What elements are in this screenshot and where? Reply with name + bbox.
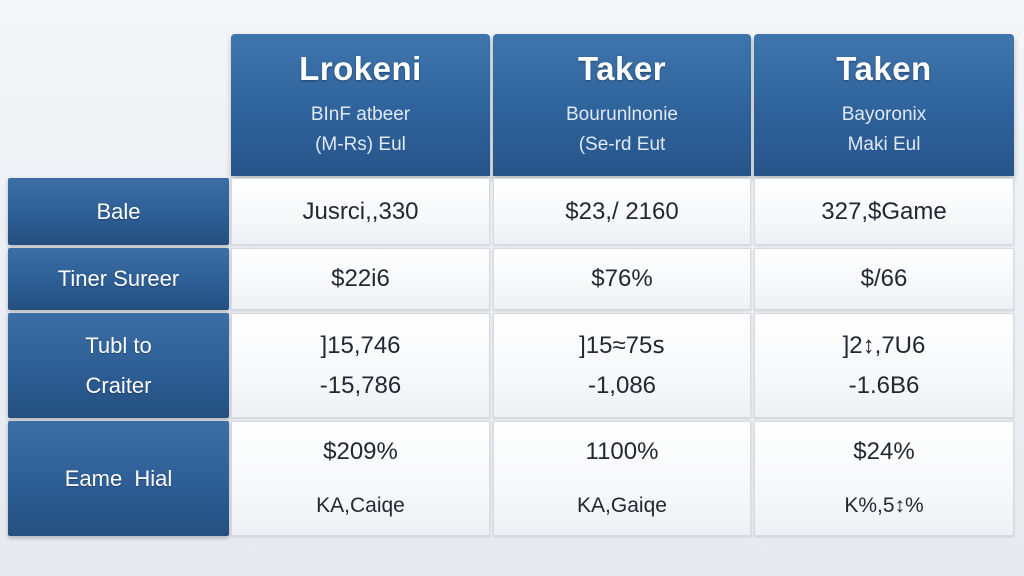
row-label: Tiner Sureer (8, 248, 229, 310)
table-cell: $22i6 (231, 248, 490, 310)
cell-value: ]15≈75ꜱ (579, 331, 665, 359)
column-subtitle: (M-Rs) Eul (315, 134, 406, 155)
table-cell: 327,$Game (754, 178, 1014, 245)
cell-value: -1.6B6 (848, 371, 920, 399)
cell-value: $209% (323, 437, 398, 465)
column-title: Lrokeni (299, 50, 422, 87)
cell-value: 1100% (585, 437, 659, 465)
row-label: Bale (8, 178, 229, 245)
cell-value: $76% (591, 265, 653, 292)
cell-value: -1,086 (587, 371, 657, 399)
table-cell: $24% K%,5↕% (754, 421, 1014, 536)
cell-value: ]2↕,7U6 (842, 331, 926, 359)
cell-value: $/66 (860, 265, 908, 292)
cell-value: $24% (853, 437, 915, 465)
cell-value: Jusrci,,330 (302, 197, 419, 225)
cell-value: KA,Gaiqe (577, 493, 667, 517)
column-header-3: Taken Bayoronix Maki Eul (754, 34, 1014, 176)
table-cell: Jusrci,,330 (231, 178, 490, 245)
row-label-text: Eame Hial (64, 465, 173, 491)
column-subtitle: (Se-rd Eut (578, 134, 666, 155)
table-cell: 1100% KA,Gaiqe (493, 421, 751, 536)
table-cell: ]15≈75ꜱ -1,086 (493, 313, 751, 418)
column-subtitle: Maki Eul (847, 134, 921, 155)
row-label-text: Tiner Sureer (57, 266, 180, 291)
column-title: Taken (836, 50, 932, 87)
row-label: Tubl to Craiter (8, 313, 229, 418)
column-header-2: Taker Bourunlnonie (Se-rd Eut (493, 34, 751, 176)
cell-value: -15,786 (319, 371, 402, 399)
column-subtitle: Bayoronix (841, 104, 927, 125)
column-header-1: Lrokeni BInF atbeer (M-Rs) Eul (231, 34, 490, 176)
cell-value: KA,Caiqe (316, 493, 405, 517)
table-cell: $209% KA,Caiqe (231, 421, 490, 536)
column-subtitle: Bourunlnonie (566, 104, 678, 125)
table-cell: ]2↕,7U6 -1.6B6 (754, 313, 1014, 418)
table-cell: $76% (493, 248, 751, 310)
row-label-text: Craiter (85, 372, 152, 398)
table-cell: $23,/ 2160 (493, 178, 751, 245)
cell-value: K%,5↕% (844, 493, 924, 517)
table-cell: ]15,746 -15,786 (231, 313, 490, 418)
cell-value: ]15,746 (320, 331, 401, 359)
cell-value: 327,$Game (821, 197, 947, 225)
cell-value: $23,/ 2160 (565, 197, 679, 225)
table-cell: $/66 (754, 248, 1014, 310)
column-subtitle: BInF atbeer (310, 104, 411, 125)
row-label: Eame Hial (8, 421, 229, 536)
row-label-text: Bale (96, 198, 141, 224)
column-title: Taker (577, 50, 667, 87)
cell-value: $22i6 (331, 265, 390, 292)
row-label-text: Tubl to (85, 332, 152, 358)
